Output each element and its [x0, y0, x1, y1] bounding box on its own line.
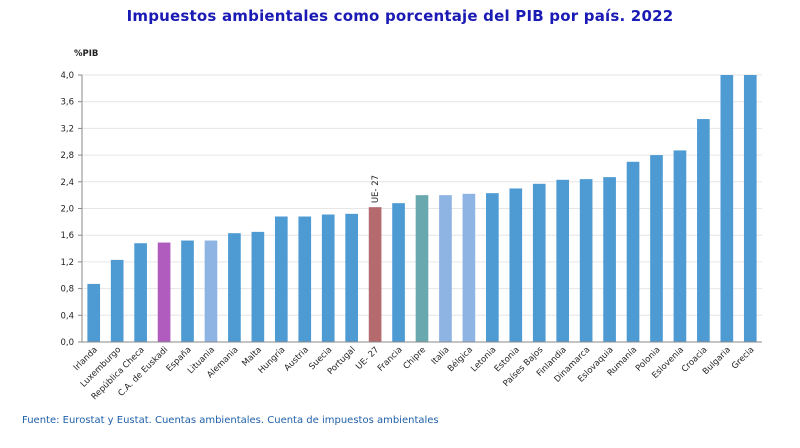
bars: [87, 75, 757, 343]
x-category-label: Grecia: [730, 345, 756, 371]
bar: [673, 150, 687, 342]
bar: [509, 188, 523, 342]
y-tick-label: 0,4: [60, 311, 74, 321]
y-tick-label: 1,2: [60, 258, 74, 268]
y-tick-label: 3,2: [60, 124, 74, 134]
bar: [743, 75, 757, 342]
y-tick-labels: 0,0 0,4 0,8 1,2 1,6 2,0 2,4 2,8 3,2 3,6 4,0: [60, 71, 82, 348]
y-tick-label: 4,0: [60, 71, 74, 81]
bar: [228, 233, 241, 342]
bar: [321, 214, 335, 342]
bar: [556, 179, 570, 342]
y-tick-label: 2,4: [60, 178, 74, 188]
bar: [697, 119, 710, 343]
y-tick-label: 2,0: [60, 205, 74, 215]
annotations: UE- 27: [371, 175, 381, 203]
bar: [650, 155, 663, 342]
bar: [368, 207, 382, 342]
y-tick-label: 1,6: [60, 231, 74, 241]
y-axis-unit: %PIB: [74, 49, 98, 59]
x-category-label: Austria: [283, 345, 311, 373]
bar: [204, 240, 218, 342]
x-category-label: Francia: [376, 345, 405, 374]
bar: [626, 161, 640, 342]
chart-title: Impuestos ambientales como porcentaje de…: [126, 7, 674, 25]
bar: [157, 242, 171, 342]
bar: [134, 243, 147, 342]
y-tick-label: 0,0: [60, 338, 74, 348]
bar: [603, 177, 616, 342]
bar: [720, 75, 734, 342]
bar: [579, 179, 593, 342]
bar: [110, 259, 124, 342]
bar: [462, 193, 476, 342]
bar-annotation: UE- 27: [371, 175, 381, 203]
y-tick-label: 0,8: [60, 285, 74, 295]
bar: [486, 193, 499, 342]
bar: [392, 203, 405, 342]
bar: [87, 283, 101, 342]
bar: [415, 195, 429, 342]
bar: [251, 231, 265, 342]
x-category-label: Chipre: [402, 345, 429, 372]
bar: [439, 195, 452, 342]
bar: [298, 216, 312, 342]
bar: [181, 240, 194, 342]
bar: [345, 213, 358, 342]
bar: [274, 216, 288, 342]
bar: [532, 183, 546, 342]
y-tick-label: 2,8: [60, 151, 74, 161]
source-note: Fuente: Eurostat y Eustat. Cuentas ambie…: [22, 415, 439, 426]
y-tick-label: 3,6: [60, 98, 74, 108]
